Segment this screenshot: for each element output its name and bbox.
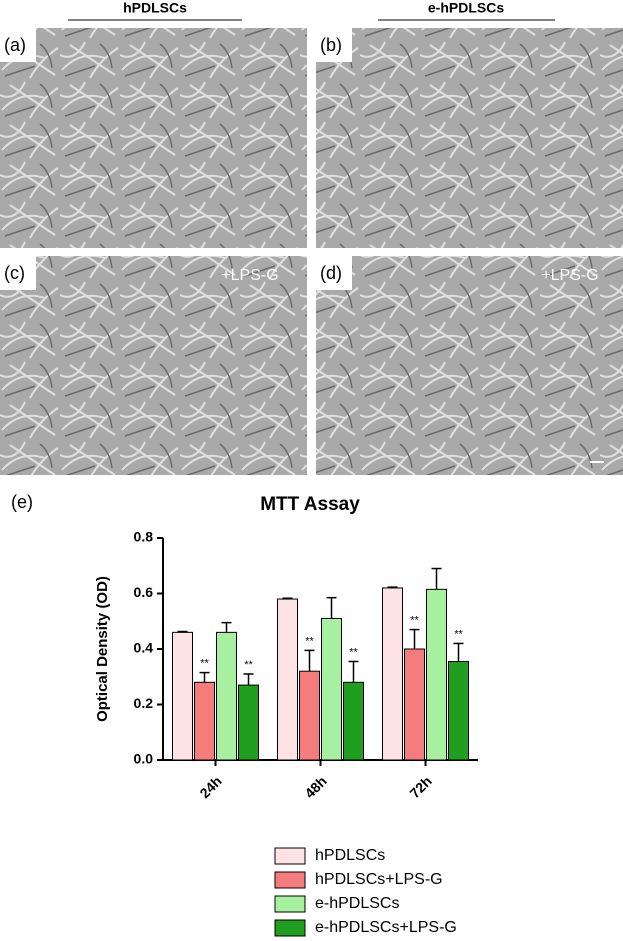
x-tick-label: 24h bbox=[196, 773, 224, 801]
x-tick-label: 72h bbox=[406, 773, 434, 801]
bar bbox=[426, 588, 447, 761]
panel-label: (b) bbox=[320, 35, 342, 55]
micrograph bbox=[316, 256, 623, 475]
micrograph bbox=[316, 28, 623, 248]
significance-mark: ** bbox=[244, 659, 253, 671]
significance-mark: ** bbox=[349, 646, 358, 658]
panel-note: +LPS-G bbox=[541, 267, 598, 284]
legend-swatch bbox=[274, 871, 306, 889]
y-tick-label: 0.6 bbox=[134, 584, 154, 600]
bar bbox=[194, 681, 215, 761]
bar bbox=[299, 670, 320, 761]
chart-title: MTT Assay bbox=[260, 494, 360, 515]
y-tick-label: 0.8 bbox=[134, 529, 154, 545]
column-header: e-hPDLSCs bbox=[428, 0, 504, 16]
y-tick-label: 0.2 bbox=[134, 695, 154, 711]
y-tick-label: 0.0 bbox=[134, 751, 154, 767]
significance-mark: ** bbox=[410, 614, 419, 626]
bar bbox=[238, 684, 259, 761]
micrograph bbox=[0, 256, 307, 475]
significance-mark: ** bbox=[454, 628, 463, 640]
y-tick-label: 0.4 bbox=[134, 640, 154, 656]
bar bbox=[343, 681, 364, 761]
legend-label: e-hPDLSCs+LPS-G bbox=[315, 919, 457, 936]
label-box bbox=[316, 256, 352, 290]
bar bbox=[382, 587, 403, 761]
bar bbox=[404, 648, 425, 761]
bar bbox=[277, 598, 298, 761]
legend-swatch bbox=[274, 895, 306, 913]
micrograph bbox=[0, 28, 307, 248]
x-tick-label: 48h bbox=[301, 773, 329, 801]
panel-note: +LPS-G bbox=[221, 267, 278, 284]
bar bbox=[321, 617, 342, 761]
panel-label: (a) bbox=[4, 35, 26, 55]
label-box bbox=[0, 28, 36, 62]
y-axis-label: Optical Density (OD) bbox=[94, 576, 111, 722]
legend-label: e-hPDLSCs bbox=[315, 895, 399, 912]
legend-label: hPDLSCs bbox=[315, 847, 385, 864]
significance-mark: ** bbox=[200, 657, 209, 669]
bar bbox=[216, 631, 237, 761]
column-header: hPDLSCs bbox=[123, 0, 187, 16]
label-box bbox=[316, 28, 352, 62]
panel-label: (c) bbox=[4, 263, 25, 283]
legend-swatch bbox=[274, 847, 306, 865]
panel-label: (e) bbox=[11, 492, 33, 512]
panel-label: (d) bbox=[320, 263, 342, 283]
bar bbox=[172, 631, 193, 761]
label-box bbox=[0, 256, 36, 290]
legend-label: hPDLSCs+LPS-G bbox=[315, 871, 443, 888]
significance-mark: ** bbox=[305, 635, 314, 647]
legend-swatch bbox=[274, 919, 306, 937]
bar bbox=[448, 660, 469, 761]
